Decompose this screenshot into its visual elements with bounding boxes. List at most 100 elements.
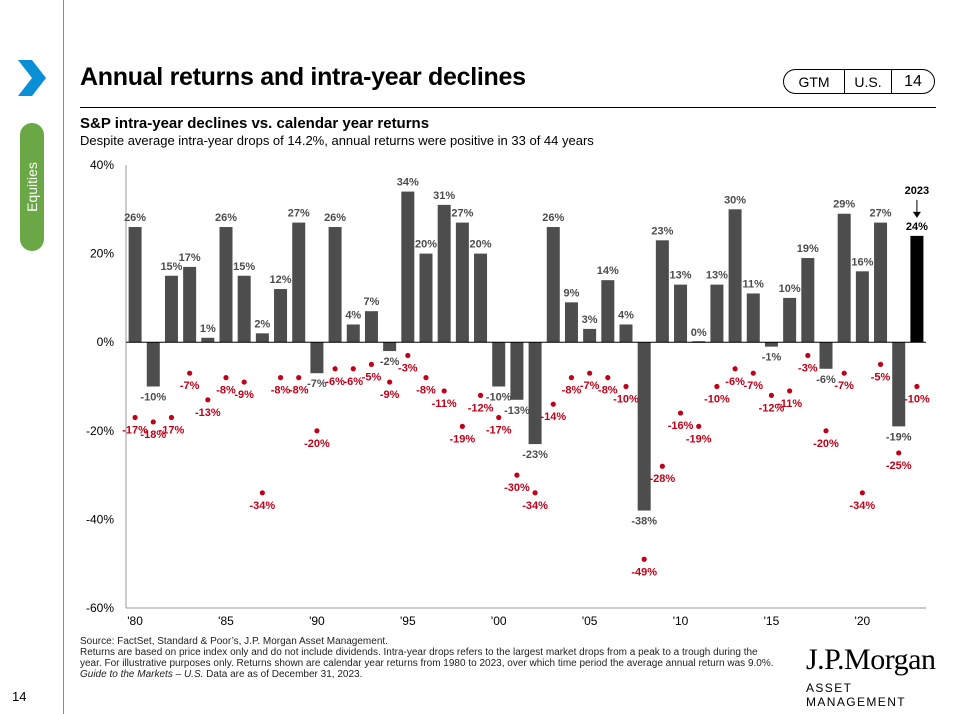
decline-dot <box>332 366 338 372</box>
x-tick-label: '00 <box>491 614 507 628</box>
decline-label: -18% <box>140 429 166 441</box>
decline-dot <box>659 463 665 469</box>
section-tab-equities[interactable]: Equities <box>20 123 44 251</box>
x-tick-label: '85 <box>218 614 234 628</box>
return-label: 1% <box>200 323 216 335</box>
return-label: 19% <box>797 243 819 255</box>
x-tick-label: '05 <box>582 614 598 628</box>
return-bar <box>801 258 815 343</box>
return-label: 7% <box>364 296 380 308</box>
return-bar <box>892 342 906 427</box>
return-bar <box>437 204 451 343</box>
decline-dot <box>350 366 356 372</box>
badge-page: 14 <box>904 72 922 90</box>
decline-label: -49% <box>631 566 657 578</box>
return-label: 26% <box>215 212 237 224</box>
return-label: 29% <box>833 199 855 211</box>
decline-label: -9% <box>234 389 254 401</box>
decline-dot <box>532 490 538 496</box>
return-bar <box>383 342 397 352</box>
return-bar <box>401 191 415 343</box>
decline-label: -10% <box>904 394 930 406</box>
return-bar <box>746 293 760 343</box>
return-label: -10% <box>486 392 512 404</box>
return-bar <box>219 227 233 343</box>
decline-dot <box>223 375 229 381</box>
y-tick-label: 0% <box>97 335 115 349</box>
decline-label: -7% <box>180 380 200 392</box>
title-rule <box>80 107 936 108</box>
decline-label: -10% <box>613 394 639 406</box>
decline-dot <box>823 428 829 434</box>
return-label: 27% <box>870 208 892 220</box>
return-bar <box>292 222 306 343</box>
decline-dot <box>641 556 647 562</box>
page-number: 14 <box>12 689 27 704</box>
decline-label: -3% <box>798 362 818 374</box>
decline-dot <box>241 379 247 385</box>
decline-dot <box>477 392 484 398</box>
return-bar <box>474 253 488 343</box>
return-bar <box>183 266 197 343</box>
decline-dot <box>387 379 393 385</box>
decline-label: -7% <box>834 380 854 392</box>
return-bar <box>255 333 269 343</box>
decline-dot <box>168 414 175 421</box>
decline-label: -8% <box>416 385 436 397</box>
return-label: -23% <box>522 449 548 461</box>
chevron-right-icon[interactable] <box>14 58 48 98</box>
decline-dot <box>768 392 775 398</box>
decline-label: -12% <box>468 402 494 414</box>
decline-label: -14% <box>540 411 566 423</box>
decline-label: -16% <box>668 420 694 432</box>
x-tick-label: '90 <box>309 614 325 628</box>
return-bar <box>601 280 615 343</box>
y-tick-label: 20% <box>90 247 114 261</box>
badge-gtm: GTM <box>784 70 845 93</box>
y-tick-label: -20% <box>86 424 114 438</box>
return-label: -6% <box>816 374 836 386</box>
decline-dot <box>277 375 284 381</box>
return-bar <box>546 227 560 343</box>
return-label: 31% <box>433 190 455 202</box>
decline-dot <box>150 419 156 425</box>
return-label: 17% <box>179 252 201 264</box>
y-tick-label: 40% <box>90 158 114 172</box>
return-label: -13% <box>504 405 530 417</box>
return-label: 24% <box>906 221 928 233</box>
decline-dot <box>132 414 138 421</box>
decline-label: -20% <box>813 438 839 450</box>
decline-label: -5% <box>871 371 891 383</box>
chart-title: S&P intra-year declines vs. calendar yea… <box>80 115 430 132</box>
return-label: 27% <box>288 208 310 220</box>
decline-dot <box>205 397 211 403</box>
decline-dot <box>368 361 375 367</box>
footnote-source: Source: FactSet, Standard & Poor’s, J.P.… <box>80 636 388 647</box>
decline-label: -17% <box>159 425 185 437</box>
decline-label: -6% <box>343 376 363 388</box>
decline-label: -19% <box>686 433 712 445</box>
return-bar <box>637 342 651 511</box>
decline-dot <box>877 361 884 367</box>
decline-label: -20% <box>304 438 330 450</box>
decline-dot <box>859 490 865 496</box>
return-bar <box>237 275 251 343</box>
decline-label: -7% <box>580 380 600 392</box>
return-label: 27% <box>451 208 473 220</box>
decline-dot <box>587 370 593 376</box>
return-label: 0% <box>691 327 707 339</box>
return-label: 30% <box>724 194 746 206</box>
decline-dot <box>405 352 411 359</box>
return-label: -19% <box>886 431 912 443</box>
return-label: 4% <box>618 309 634 321</box>
decline-label: -13% <box>195 407 221 419</box>
decline-dot <box>441 388 447 394</box>
return-bar <box>564 302 578 343</box>
decline-label: -8% <box>598 385 618 397</box>
return-label: 3% <box>582 314 598 326</box>
chart-subtitle: Despite average intra-year drops of 14.2… <box>80 133 594 148</box>
decline-dot <box>623 383 629 390</box>
return-label: 20% <box>415 239 437 251</box>
footnotes: Source: FactSet, Standard & Poor’s, J.P.… <box>80 636 780 680</box>
